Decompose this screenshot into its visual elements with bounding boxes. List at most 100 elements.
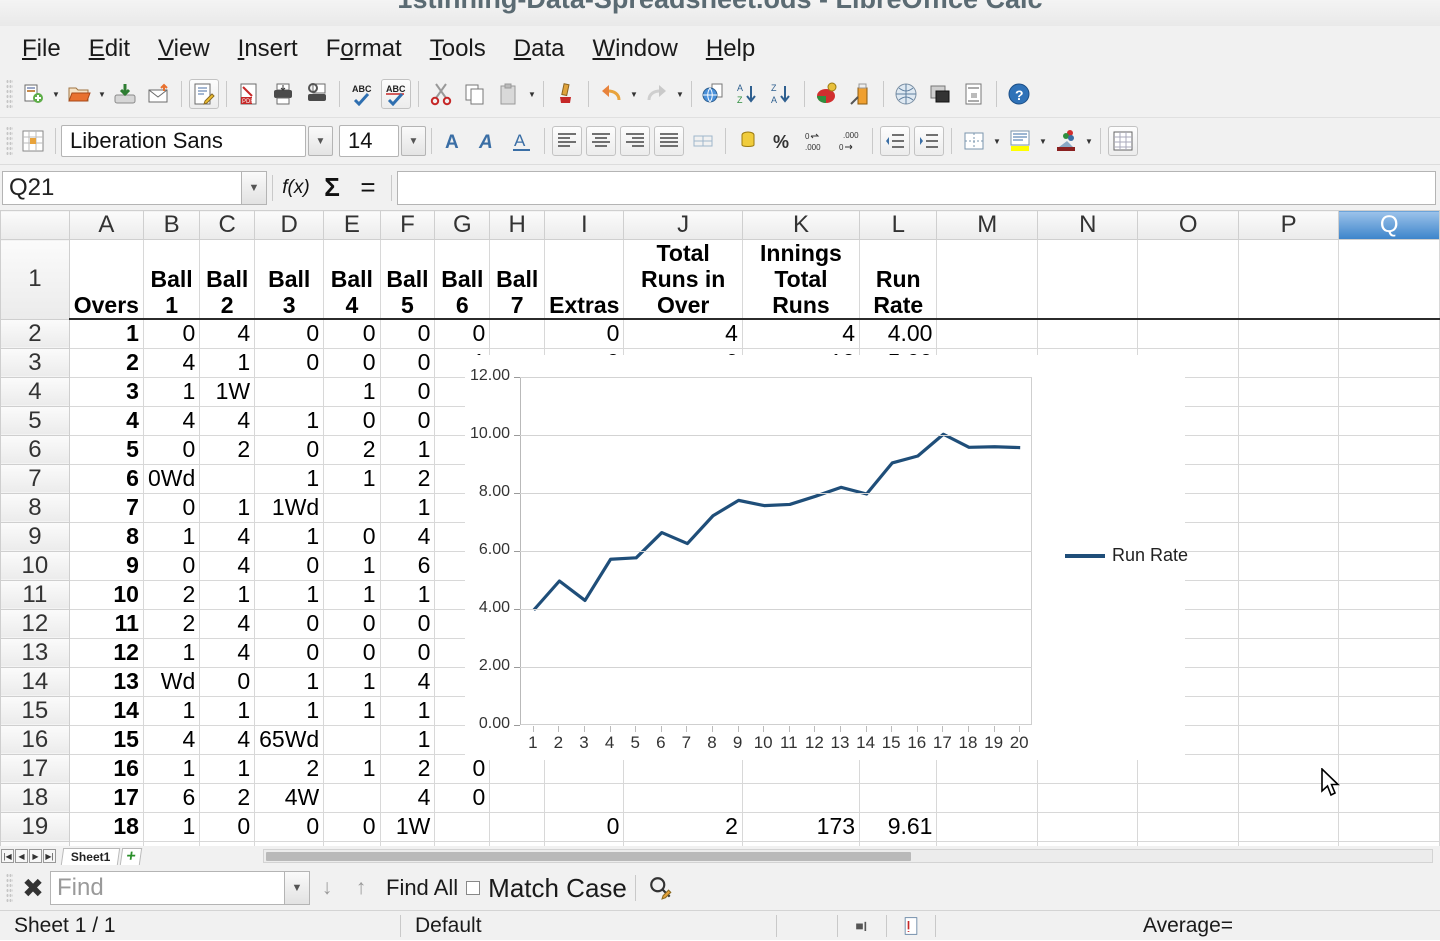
cell-F19[interactable]: 1W: [380, 812, 436, 842]
save-document-icon[interactable]: [110, 79, 140, 109]
menu-insert[interactable]: Insert: [237, 34, 298, 62]
menu-format[interactable]: Format: [325, 34, 402, 62]
cell-Q6[interactable]: [1338, 435, 1440, 465]
cell-P8[interactable]: [1238, 493, 1340, 523]
cell-C4[interactable]: 1W: [199, 377, 256, 407]
cell-A1[interactable]: Overs: [69, 239, 144, 320]
cell-N2[interactable]: [1037, 319, 1139, 349]
cell-I19[interactable]: 0: [544, 812, 625, 842]
column-header-C[interactable]: C: [199, 210, 256, 240]
cell-F4[interactable]: 0: [380, 377, 436, 407]
last-sheet-button[interactable]: ▶|: [43, 849, 56, 863]
cell-Q20[interactable]: [1338, 841, 1440, 846]
row-header-17[interactable]: 17: [0, 753, 70, 784]
name-box-value[interactable]: Q21: [9, 173, 55, 201]
cell-E11[interactable]: 1: [323, 580, 381, 610]
headers-footers-icon[interactable]: [959, 79, 989, 109]
cell-Q8[interactable]: [1338, 493, 1440, 523]
cell-K18[interactable]: [742, 783, 861, 813]
column-header-I[interactable]: I: [544, 210, 625, 240]
cell-E1[interactable]: Ball 4: [323, 239, 381, 320]
cell-C9[interactable]: 4: [199, 522, 256, 552]
cell-F16[interactable]: 1: [380, 725, 436, 755]
cell-M19[interactable]: [936, 812, 1038, 842]
column-header-M[interactable]: M: [936, 210, 1038, 240]
row-header-4[interactable]: 4: [0, 376, 70, 407]
cell-B13[interactable]: 1: [143, 638, 201, 668]
cell-A9[interactable]: 8: [69, 522, 144, 552]
cell-F9[interactable]: 4: [380, 522, 436, 552]
cell-E15[interactable]: 1: [323, 696, 381, 726]
cell-Q1[interactable]: [1338, 239, 1440, 320]
cell-C3[interactable]: 1: [199, 348, 256, 378]
align-justified-icon[interactable]: [654, 126, 684, 156]
cell-F8[interactable]: 1: [380, 493, 436, 523]
cell-B3[interactable]: 4: [143, 348, 201, 378]
cell-D5[interactable]: 1: [254, 406, 325, 436]
cell-B9[interactable]: 1: [143, 522, 201, 552]
column-header-L[interactable]: L: [859, 210, 938, 240]
cell-L19[interactable]: 9.61: [859, 812, 938, 842]
cell-D2[interactable]: 0: [254, 319, 325, 349]
cell-B18[interactable]: 6: [143, 783, 201, 813]
cell-B19[interactable]: 1: [143, 812, 201, 842]
cell-Q13[interactable]: [1338, 638, 1440, 668]
cell-F7[interactable]: 2: [380, 464, 436, 494]
cell-C17[interactable]: 1: [199, 754, 256, 784]
cell-O18[interactable]: [1137, 783, 1239, 813]
cell-J1[interactable]: Total Runs in Over: [623, 239, 743, 320]
row-header-8[interactable]: 8: [0, 492, 70, 523]
cell-K1[interactable]: Innings Total Runs: [742, 239, 861, 320]
cell-P6[interactable]: [1238, 435, 1340, 465]
cell-F12[interactable]: 0: [380, 609, 436, 639]
cell-C8[interactable]: 1: [199, 493, 256, 523]
cell-C6[interactable]: 2: [199, 435, 256, 465]
cell-C7[interactable]: [199, 464, 256, 494]
export-pdf-icon[interactable]: PDF: [234, 79, 264, 109]
cell-C20[interactable]: 1: [199, 841, 256, 846]
cell-B5[interactable]: 4: [143, 406, 201, 436]
styles-icon[interactable]: [18, 126, 48, 156]
row-header-19[interactable]: 19: [0, 811, 70, 842]
increase-indent-icon[interactable]: [914, 126, 944, 156]
cell-B10[interactable]: 0: [143, 551, 201, 581]
cell-A19[interactable]: 18: [69, 812, 144, 842]
toolbar-grip[interactable]: [6, 873, 13, 903]
cell-K19[interactable]: 173: [742, 812, 861, 842]
cell-D17[interactable]: 2: [254, 754, 325, 784]
cell-D16[interactable]: 65Wd: [254, 725, 325, 755]
cell-Q19[interactable]: [1338, 812, 1440, 842]
background-color-dropdown[interactable]: ▼: [1039, 136, 1047, 146]
row-header-12[interactable]: 12: [0, 608, 70, 639]
cell-Q14[interactable]: [1338, 667, 1440, 697]
cell-H1[interactable]: Ball 7: [489, 239, 546, 320]
cell-F6[interactable]: 1: [380, 435, 436, 465]
search-history-dropdown-icon[interactable]: ▼: [285, 871, 310, 905]
insert-special-character-icon[interactable]: [891, 79, 921, 109]
formula-icon[interactable]: =: [360, 172, 376, 202]
add-sheet-button[interactable]: +: [120, 847, 143, 865]
cell-P18[interactable]: [1238, 783, 1340, 813]
cell-P3[interactable]: [1238, 348, 1340, 378]
cell-Q2[interactable]: [1338, 319, 1440, 349]
copy-icon[interactable]: [460, 79, 490, 109]
menu-window[interactable]: Window: [592, 34, 678, 62]
delete-decimal-icon[interactable]: .000 0: [835, 126, 865, 156]
new-document-icon[interactable]: [18, 79, 48, 109]
cell-D20[interactable]: 0: [254, 841, 325, 846]
cell-Q3[interactable]: [1338, 348, 1440, 378]
redo-dropdown[interactable]: ▼: [676, 89, 684, 99]
cell-M20[interactable]: [936, 841, 1038, 846]
row-header-10[interactable]: 10: [0, 550, 70, 581]
cell-K20[interactable]: 183: [742, 841, 861, 846]
cell-L1[interactable]: Run Rate: [859, 239, 938, 320]
previous-sheet-button[interactable]: ◀: [15, 849, 28, 863]
cell-J18[interactable]: [623, 783, 743, 813]
row-header-7[interactable]: 7: [0, 463, 70, 494]
cell-J19[interactable]: 2: [623, 812, 743, 842]
cell-N1[interactable]: [1037, 239, 1139, 320]
cell-E14[interactable]: 1: [323, 667, 381, 697]
borders-icon[interactable]: [959, 126, 989, 156]
cell-B4[interactable]: 1: [143, 377, 201, 407]
